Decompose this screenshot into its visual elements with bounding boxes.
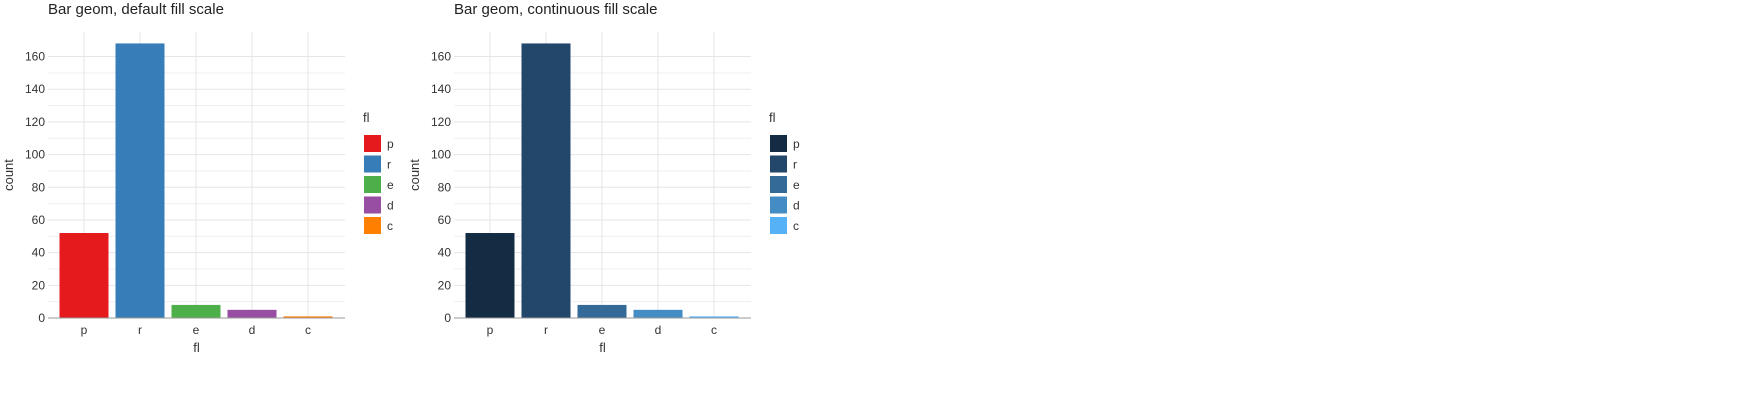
chart1-title: Bar geom, default fill scale — [48, 1, 224, 18]
chart1-legend-label-e: e — [387, 178, 394, 192]
chart2-x-axis-label: fl — [599, 340, 606, 355]
chart1-y-tick-label: 20 — [32, 278, 46, 292]
chart1-y-tick-label: 120 — [25, 115, 45, 129]
chart2-y-tick-label: 100 — [431, 148, 451, 162]
chart1-x-tick-label: c — [305, 323, 311, 337]
chart1-y-tick-label: 140 — [25, 82, 45, 96]
chart2-y-tick-label: 40 — [438, 246, 452, 260]
chart2-legend-label-c: c — [793, 219, 799, 233]
chart1-legend-label-p: p — [387, 137, 394, 151]
chart1-bar-c — [283, 316, 333, 318]
chart1-legend-title: fl — [363, 110, 370, 125]
chart2-x-tick-label: d — [655, 323, 662, 337]
chart2-x-tick-label: p — [487, 323, 494, 337]
chart1-x-tick-label: e — [193, 323, 200, 337]
chart2-x-tick-label: c — [711, 323, 717, 337]
chart2-legend-label-e: e — [793, 178, 800, 192]
chart1-y-tick-label: 80 — [32, 180, 46, 194]
chart2-y-tick-label: 160 — [431, 50, 451, 64]
chart1-bar-d — [227, 309, 277, 318]
chart2-title: Bar geom, continuous fill scale — [454, 1, 657, 18]
chart2-y-tick-label: 0 — [444, 311, 451, 325]
chart1-legend-swatch-c — [364, 217, 381, 234]
chart1-x-tick-label: r — [138, 323, 142, 337]
chart1-legend-swatch-d — [364, 196, 381, 214]
chart2-bar-e — [577, 304, 627, 318]
chart2-bar-r — [521, 43, 571, 318]
chart1-y-tick-label: 0 — [38, 311, 45, 325]
chart2-legend-swatch-r — [770, 155, 787, 173]
chart1-legend-swatch-e — [364, 176, 381, 193]
chart2-y-tick-label: 140 — [431, 82, 451, 96]
chart2-legend-title: fl — [769, 110, 776, 125]
chart2-legend-swatch-p — [770, 135, 787, 152]
chart2-y-axis-label: count — [407, 159, 422, 191]
chart1-y-tick-label: 60 — [32, 213, 46, 227]
chart2-bar-c — [689, 316, 739, 318]
chart1-legend-label-c: c — [387, 219, 393, 233]
chart1-y-axis-label: count — [1, 159, 16, 191]
chart2-y-tick-label: 60 — [438, 213, 452, 227]
chart1-y-tick-label: 100 — [25, 148, 45, 162]
chart1-x-tick-label: p — [81, 323, 88, 337]
chart1-bar-r — [115, 43, 165, 318]
chart1-x-axis-label: fl — [193, 340, 200, 355]
chart1-y-tick-label: 40 — [32, 246, 46, 260]
chart2-legend-swatch-e — [770, 176, 787, 193]
chart2-y-tick-label: 20 — [438, 278, 452, 292]
chart2-x-tick-label: e — [599, 323, 606, 337]
chart1-legend-swatch-r — [364, 155, 381, 173]
chart2-y-tick-label: 80 — [438, 180, 452, 194]
chart1-bar-e — [171, 304, 221, 318]
chart2-bar-p — [465, 233, 515, 318]
chart1-x-tick-label: d — [249, 323, 256, 337]
chart2-legend-label-p: p — [793, 137, 800, 151]
chart2-y-tick-label: 120 — [431, 115, 451, 129]
chart2-bar-d — [633, 309, 683, 318]
chart2-legend-swatch-c — [770, 217, 787, 234]
chart1-legend-label-d: d — [387, 199, 394, 213]
chart1-y-tick-label: 160 — [25, 50, 45, 64]
chart1-bar-p — [59, 233, 109, 318]
chart2-legend-swatch-d — [770, 196, 787, 214]
chart2-legend-label-r: r — [793, 158, 797, 172]
chart2-legend-label-d: d — [793, 199, 800, 213]
chart2-x-tick-label: r — [544, 323, 548, 337]
chart1-legend-label-r: r — [387, 158, 391, 172]
chart1-legend-swatch-p — [364, 135, 381, 152]
